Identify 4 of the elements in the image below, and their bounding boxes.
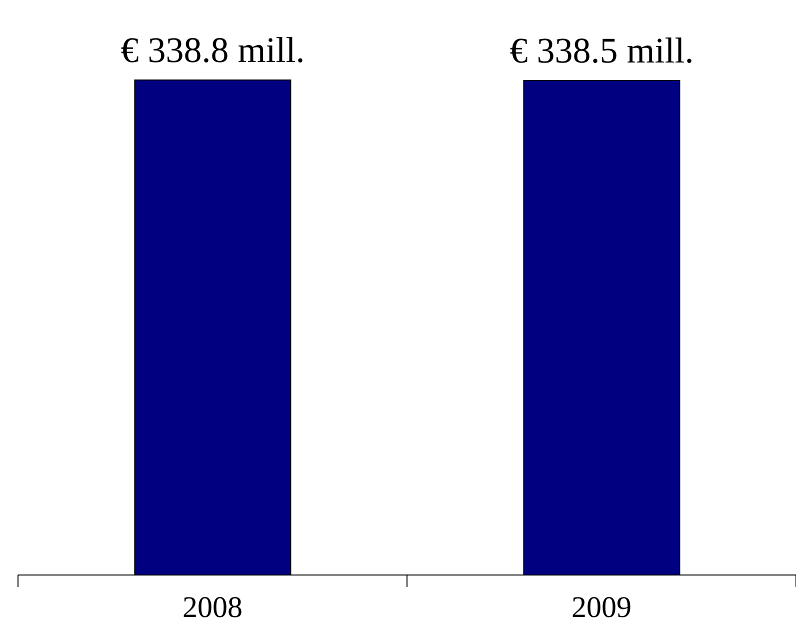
x-tick-label: 2008 xyxy=(182,591,242,624)
data-label: € 338.8 mill. xyxy=(120,30,305,70)
data-label: € 338.5 mill. xyxy=(510,30,694,70)
x-tick-label: 2009 xyxy=(572,591,632,624)
